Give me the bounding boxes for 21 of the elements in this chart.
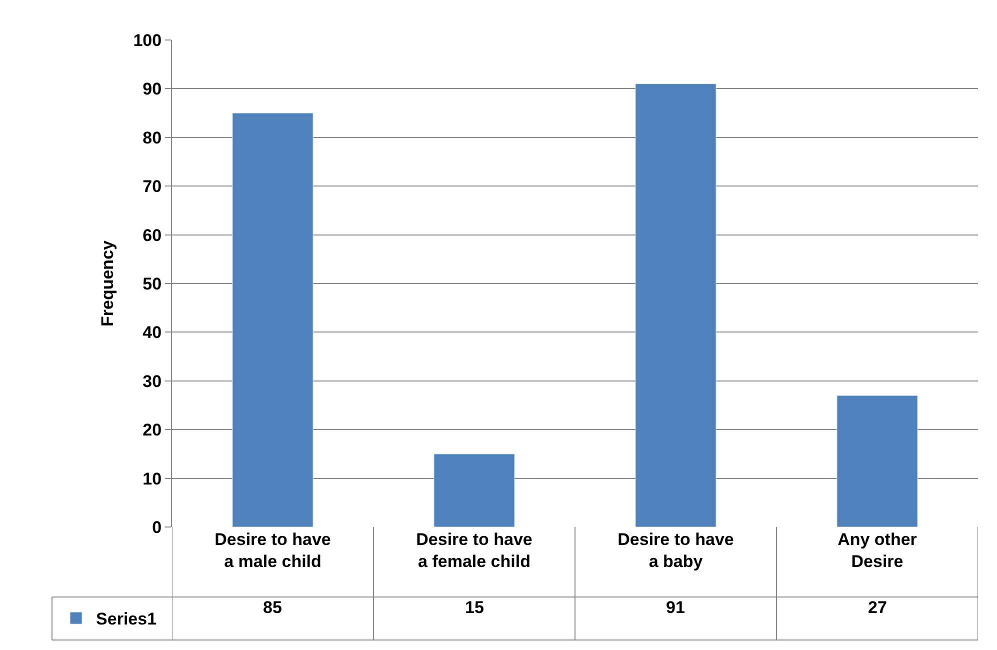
data-label: 91 (666, 598, 685, 617)
y-tick-label: 20 (142, 420, 162, 440)
y-tick-label: 90 (142, 80, 162, 99)
x-tick-label: Desire to have a male child (214, 530, 331, 572)
data-label: 27 (868, 598, 887, 617)
data-label: 85 (263, 598, 282, 617)
y-tick-label: 30 (142, 372, 162, 391)
y-tick-label: 70 (142, 177, 162, 196)
x-tick-label: Any other Desire (838, 530, 918, 572)
y-tick-label: 60 (142, 226, 162, 245)
y-tick-label: 100 (133, 30, 162, 50)
y-tick-label: 50 (142, 274, 162, 294)
y-tick-label: 0 (152, 518, 162, 537)
y-tick-label: 10 (142, 469, 162, 488)
data-label: 15 (465, 598, 484, 617)
y-axis-title: Frequency (98, 240, 117, 326)
legend-label: Series1 (96, 610, 157, 629)
x-tick-label: Desire to have a female child (416, 530, 532, 572)
x-tick-label: Desire to have a baby (618, 530, 734, 572)
y-tick-label: 40 (142, 323, 162, 342)
y-tick-label: 80 (142, 128, 162, 148)
